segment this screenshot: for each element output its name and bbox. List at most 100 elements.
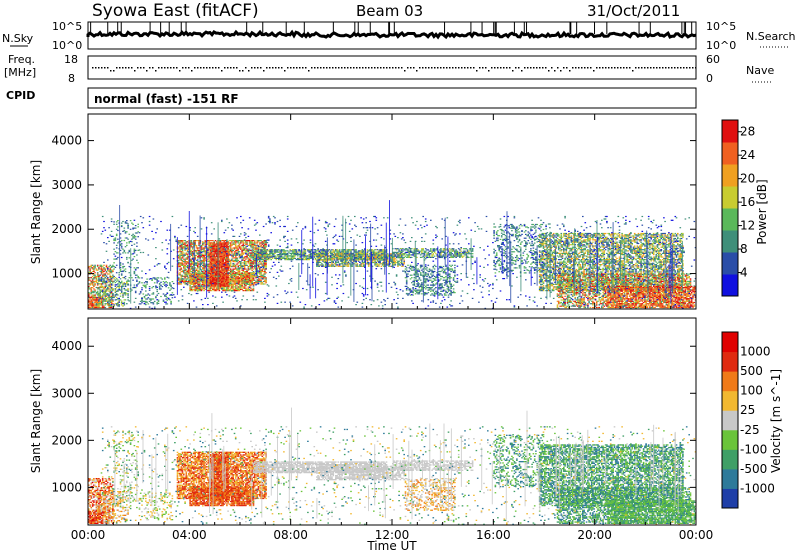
- range-cell: [248, 254, 250, 255]
- range-cell: [182, 260, 184, 261]
- range-cell: [110, 296, 112, 297]
- range-cell: [224, 258, 226, 259]
- range-cell: [258, 262, 260, 263]
- range-cell: [270, 259, 272, 260]
- range-cell: [253, 246, 255, 247]
- range-cell: [153, 302, 155, 303]
- freq-dot: [290, 67, 292, 69]
- range-cell: [110, 292, 112, 293]
- range-cell: [125, 294, 127, 295]
- range-cell: [240, 247, 242, 248]
- range-cell: [115, 239, 117, 240]
- range-cell: [212, 274, 214, 275]
- range-cell: [319, 261, 321, 262]
- range-cell: [317, 253, 319, 254]
- range-cell: [127, 252, 129, 253]
- range-cell: [182, 257, 184, 258]
- freq-dot: [215, 67, 217, 69]
- range-cell: [198, 279, 200, 280]
- range-cell: [198, 271, 200, 272]
- range-cell: [113, 297, 115, 298]
- range-cell: [92, 283, 94, 284]
- range-cell: [377, 249, 379, 250]
- range-cell: [182, 275, 184, 276]
- range-cell: [116, 265, 118, 266]
- range-cell: [158, 301, 160, 302]
- range-cell: [110, 299, 112, 300]
- range-cell: [98, 307, 100, 308]
- range-cell: [122, 252, 124, 253]
- range-cell: [112, 289, 114, 290]
- freq-dot: [587, 67, 589, 69]
- freq-dot: [413, 67, 415, 69]
- range-cell: [140, 292, 142, 293]
- range-cell: [198, 244, 200, 245]
- range-cell: [211, 262, 213, 263]
- freq-dot: [377, 67, 379, 69]
- range-cell: [239, 279, 241, 280]
- freq-dot: [365, 67, 367, 69]
- freq-dot: [152, 67, 154, 69]
- range-cell: [159, 287, 161, 288]
- range-cell: [367, 252, 369, 253]
- range-cell: [137, 236, 139, 237]
- range-cell: [193, 279, 195, 280]
- range-cell: [243, 254, 245, 255]
- range-cell: [265, 252, 267, 253]
- range-cell: [124, 266, 126, 267]
- range-cell: [191, 245, 193, 246]
- freq-dot: [656, 67, 658, 69]
- range-cell: [186, 264, 188, 265]
- range-cell: [234, 284, 236, 285]
- range-cell: [149, 290, 151, 291]
- range-cell: [212, 276, 214, 277]
- range-cell: [121, 292, 123, 293]
- range-cell: [335, 261, 337, 262]
- range-cell: [170, 288, 172, 289]
- range-cell: [296, 249, 298, 250]
- range-cell: [253, 279, 255, 280]
- range-cell: [201, 246, 203, 247]
- range-cell: [241, 251, 243, 252]
- range-cell: [153, 298, 155, 299]
- range-cell: [137, 262, 139, 263]
- range-cell: [181, 259, 183, 260]
- freq-dot: [320, 67, 322, 69]
- range-cell: [93, 296, 95, 297]
- range-cell: [135, 225, 137, 226]
- range-cell: [276, 259, 278, 260]
- range-cell: [167, 303, 169, 304]
- range-cell: [219, 273, 221, 274]
- range-cell: [221, 253, 223, 254]
- range-cell: [254, 257, 256, 258]
- range-cell: [120, 296, 122, 297]
- range-cell: [230, 273, 232, 274]
- range-cell: [106, 286, 108, 287]
- range-cell: [99, 296, 101, 297]
- range-cell: [238, 260, 240, 261]
- freq-dot: [296, 67, 298, 69]
- range-cell: [121, 247, 123, 248]
- freq-dot: [263, 70, 265, 72]
- range-cell: [107, 290, 109, 291]
- freq-dot: [485, 67, 487, 69]
- range-cell: [201, 266, 203, 267]
- range-cell: [202, 245, 204, 246]
- range-cell: [137, 224, 139, 225]
- range-cell: [300, 257, 302, 258]
- range-cell: [189, 276, 191, 277]
- range-cell: [202, 271, 204, 272]
- freq-dot: [560, 70, 562, 72]
- range-cell: [126, 242, 128, 243]
- range-cell: [283, 249, 285, 250]
- range-cell: [117, 242, 119, 243]
- range-cell: [240, 246, 242, 247]
- range-cell: [187, 254, 189, 255]
- freq-dot: [347, 67, 349, 69]
- range-cell: [205, 259, 207, 260]
- nsearch-label: N.Search: [746, 30, 796, 43]
- range-cell: [227, 286, 229, 287]
- range-cell: [227, 276, 229, 277]
- range-cell: [170, 302, 172, 303]
- range-cell: [125, 271, 127, 272]
